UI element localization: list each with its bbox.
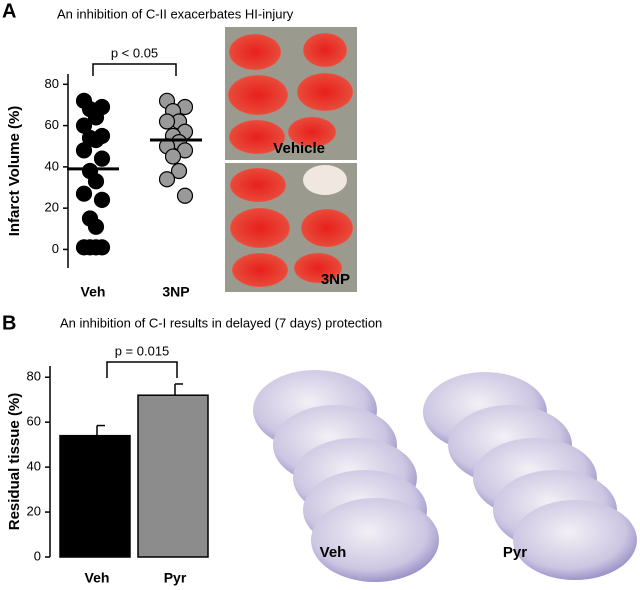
data-point (93, 150, 111, 167)
image-label: Vehicle (273, 140, 325, 157)
photo-vehicle (225, 27, 357, 160)
data-point (87, 239, 105, 256)
data-point (87, 109, 105, 126)
data-point (87, 131, 105, 149)
panel-title: An inhibition of C-I results in delayed … (60, 315, 382, 330)
y-tick-label: 0 (34, 548, 41, 563)
y-tick-label: 40 (45, 158, 59, 173)
y-axis-label: Residual tissue (%) (6, 393, 23, 531)
y-tick-label: 20 (45, 200, 59, 215)
photo-slices (253, 370, 637, 582)
panel-title: An inhibition of C-II exacerbates HI-inj… (57, 6, 294, 21)
y-axis-label: Infarct Volume (%) (6, 106, 23, 237)
photo-3np (225, 163, 357, 292)
data-point (93, 191, 111, 208)
y-tick-label: 0 (52, 241, 59, 256)
data-point (87, 173, 105, 190)
data-point (164, 148, 182, 165)
panel-label: B (2, 312, 16, 334)
y-tick-label: 60 (45, 117, 59, 132)
data-point (176, 187, 194, 204)
x-tick-label: Veh (81, 284, 106, 300)
significance-bracket (92, 63, 177, 76)
data-point (75, 185, 93, 202)
data-point (87, 218, 105, 235)
significance-bracket (106, 361, 178, 378)
y-tick-label: 60 (27, 414, 41, 429)
data-point (158, 113, 176, 130)
y-tick-label: 80 (27, 369, 41, 384)
data-point (75, 142, 93, 159)
y-tick-label: 40 (27, 459, 41, 474)
bar (137, 394, 209, 558)
data-point (170, 162, 188, 180)
image-label: Pyr (503, 544, 527, 561)
p-value: p < 0.05 (111, 45, 158, 60)
x-tick-label: 3NP (162, 284, 189, 300)
image-label: Veh (320, 544, 347, 561)
data-point (158, 171, 176, 188)
x-tick-label: Veh (85, 570, 110, 586)
y-tick-label: 20 (27, 503, 41, 518)
p-value: p = 0.015 (115, 343, 170, 358)
x-tick-label: Pyr (164, 570, 187, 586)
panel-label: A (2, 0, 16, 22)
bar (59, 434, 131, 558)
y-tick-label: 80 (45, 76, 59, 91)
image-label: 3NP (321, 271, 350, 288)
